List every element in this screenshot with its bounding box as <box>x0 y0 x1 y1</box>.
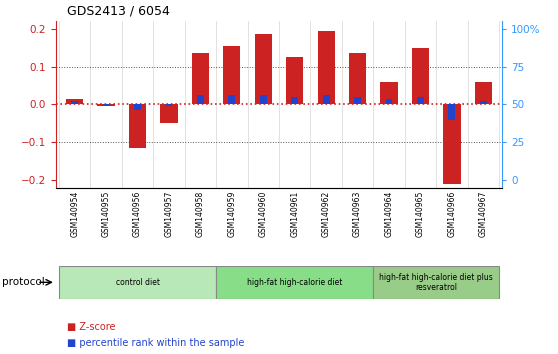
Bar <box>354 97 361 104</box>
Bar <box>160 104 177 123</box>
Bar <box>216 266 373 299</box>
Bar <box>103 104 109 106</box>
Bar <box>349 53 366 104</box>
Bar <box>373 266 499 299</box>
Bar <box>71 101 78 104</box>
Text: protocol: protocol <box>2 277 45 287</box>
Bar <box>197 95 204 104</box>
Bar <box>129 104 146 148</box>
Bar <box>480 101 487 104</box>
Text: GDS2413 / 6054: GDS2413 / 6054 <box>67 5 170 18</box>
Text: control diet: control diet <box>116 278 160 287</box>
Bar <box>417 97 424 104</box>
Bar <box>59 266 216 299</box>
Bar <box>260 95 267 104</box>
Bar <box>381 82 398 104</box>
Bar <box>66 99 83 104</box>
Bar <box>254 34 272 104</box>
Bar <box>192 53 209 104</box>
Bar <box>449 104 455 120</box>
Bar <box>443 104 460 184</box>
Bar <box>166 104 172 105</box>
Bar <box>412 48 429 104</box>
Text: high-fat high-calorie diet plus
resveratrol: high-fat high-calorie diet plus resverat… <box>379 273 493 292</box>
Bar <box>223 46 240 104</box>
Text: ■ percentile rank within the sample: ■ percentile rank within the sample <box>67 338 244 348</box>
Text: ■ Z-score: ■ Z-score <box>67 322 116 332</box>
Bar <box>323 95 330 104</box>
Bar <box>134 104 141 110</box>
Bar <box>228 95 235 104</box>
Bar <box>475 82 492 104</box>
Bar <box>286 57 304 104</box>
Bar <box>291 97 298 104</box>
Bar <box>386 99 392 104</box>
Text: high-fat high-calorie diet: high-fat high-calorie diet <box>247 278 343 287</box>
Bar <box>98 104 115 106</box>
Bar <box>318 31 335 104</box>
